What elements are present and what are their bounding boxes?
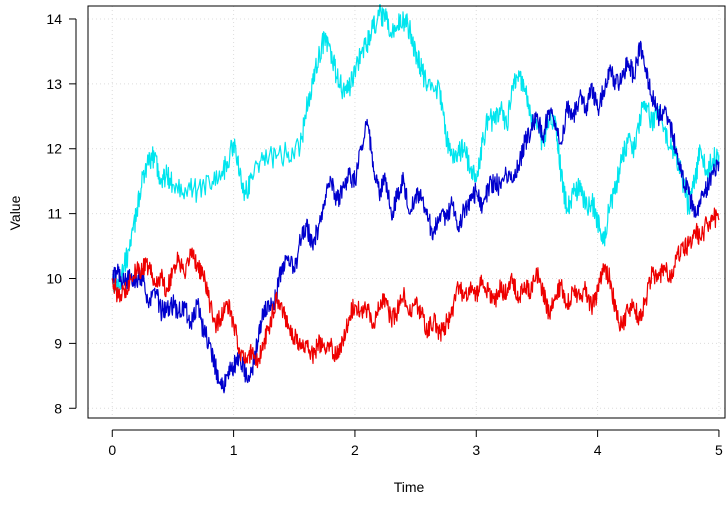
y-tick-label: 13 [46, 76, 62, 92]
x-axis-title: Time [394, 479, 425, 495]
x-tick-label: 2 [351, 442, 359, 458]
y-tick-label: 11 [47, 206, 62, 222]
y-tick-label: 10 [46, 271, 62, 287]
series-line-2 [111, 40, 720, 394]
y-tick-label: 12 [46, 141, 62, 157]
y-tick-label: 14 [46, 11, 62, 27]
series-layer [111, 4, 720, 394]
series-line-3 [111, 207, 720, 369]
y-axis-title: Value [7, 195, 23, 230]
x-tick-label: 1 [230, 442, 238, 458]
plot-frame [87, 5, 726, 419]
y-tick-label: 8 [54, 400, 62, 416]
x-tick-label: 0 [108, 442, 116, 458]
y-tick-label: 9 [54, 335, 62, 351]
series-line-1 [111, 4, 720, 298]
x-tick-label: 3 [472, 442, 480, 458]
x-tick-label: 4 [594, 442, 602, 458]
x-tick-label: 5 [715, 442, 723, 458]
